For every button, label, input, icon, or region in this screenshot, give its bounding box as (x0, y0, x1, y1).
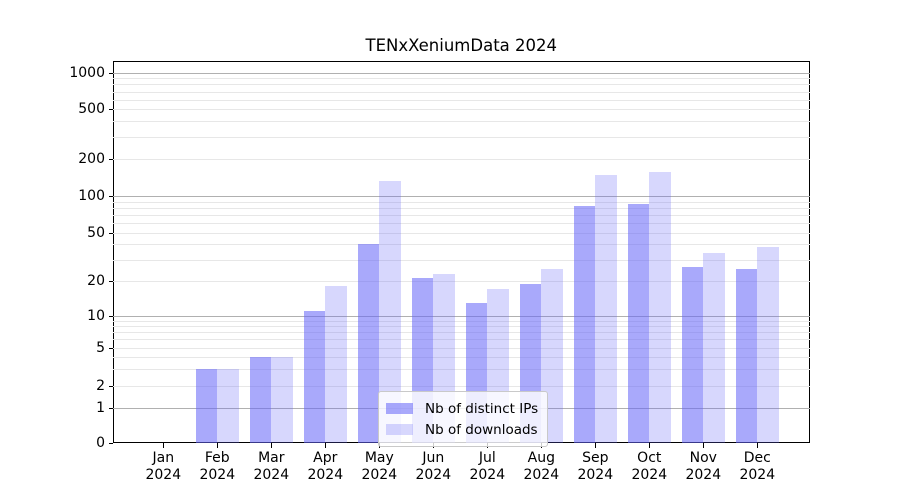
x-tick-label: Jul 2024 (469, 450, 506, 484)
minor-gridline (113, 137, 810, 139)
legend-swatch-downloads (386, 424, 413, 435)
bar-downloads-may (379, 180, 401, 444)
y-tick-mark (108, 159, 113, 161)
bar-distinct-ips-mar (249, 357, 272, 444)
y-tick-label: 50 (87, 224, 105, 241)
major-gridline (113, 196, 810, 197)
legend-label-downloads: Nb of downloads (425, 421, 538, 438)
minor-gridline (113, 78, 810, 80)
bar-downloads-nov (703, 253, 725, 444)
y-tick-label: 500 (78, 101, 105, 118)
y-tick-mark (108, 347, 113, 349)
legend-label-distinct-ips: Nb of distinct IPs (425, 400, 539, 417)
bar-downloads-sep (595, 174, 617, 444)
x-tick-label: Aug 2024 (523, 450, 560, 484)
y-tick-mark (108, 316, 113, 317)
minor-gridline (113, 232, 810, 234)
minor-gridline (113, 259, 810, 261)
y-tick-mark (108, 407, 113, 409)
bar-distinct-ips-nov (681, 267, 704, 444)
y-tick-label: 200 (78, 151, 105, 168)
minor-gridline (113, 320, 810, 322)
x-tick-label: Dec 2024 (739, 450, 776, 484)
y-tick-mark (108, 196, 113, 197)
major-gridline (113, 72, 810, 74)
bar-downloads-mar (271, 357, 293, 444)
x-tick-mark (649, 443, 651, 448)
bar-distinct-ips-sep (573, 205, 596, 444)
x-tick-label: Feb 2024 (199, 450, 236, 484)
x-tick-mark (271, 443, 273, 448)
y-tick-mark (108, 281, 113, 282)
x-tick-label: Sep 2024 (577, 450, 614, 484)
x-tick-mark (595, 443, 597, 448)
bar-distinct-ips-may (357, 244, 380, 444)
y-tick-label: 10 (87, 308, 105, 324)
x-tick-label: Oct 2024 (631, 450, 668, 484)
x-tick-label: Mar 2024 (253, 450, 290, 484)
y-tick-label: 5 (96, 339, 105, 356)
bar-distinct-ips-oct (627, 203, 650, 444)
legend-item-distinct-ips: Nb of distinct IPs (386, 398, 538, 419)
bar-distinct-ips-feb (195, 369, 218, 444)
minor-gridline (113, 281, 810, 282)
minor-gridline (113, 339, 810, 341)
y-tick-mark (108, 386, 113, 387)
legend-item-downloads: Nb of downloads (386, 419, 538, 440)
minor-gridline (113, 369, 810, 371)
bar-downloads-dec (757, 247, 779, 444)
y-tick-label: 1 (96, 399, 105, 416)
legend-swatch-distinct-ips (386, 403, 413, 414)
legend: Nb of distinct IPs Nb of downloads (378, 391, 549, 447)
x-tick-mark (703, 443, 705, 448)
minor-gridline (113, 159, 810, 161)
minor-gridline (113, 201, 810, 203)
bar-distinct-ips-dec (735, 269, 758, 444)
major-gridline (113, 316, 810, 317)
chart-title: TENxXeniumData 2024 (365, 36, 558, 55)
minor-gridline (113, 326, 810, 328)
y-tick-label: 1000 (69, 64, 105, 81)
minor-gridline (113, 84, 810, 86)
minor-gridline (113, 207, 810, 209)
x-tick-mark (325, 443, 327, 448)
y-tick-label: 20 (87, 273, 105, 289)
minor-gridline (113, 386, 810, 387)
bar-distinct-ips-apr (303, 311, 326, 444)
y-tick-mark (108, 232, 113, 234)
bar-downloads-feb (217, 369, 239, 444)
minor-gridline (113, 357, 810, 359)
minor-gridline (113, 99, 810, 101)
y-tick-mark (108, 72, 113, 74)
x-tick-label: Jan 2024 (145, 450, 182, 484)
y-tick-label: 100 (78, 188, 105, 204)
minor-gridline (113, 332, 810, 334)
bar-downloads-oct (649, 172, 671, 444)
y-tick-label: 2 (96, 378, 105, 394)
minor-gridline (113, 223, 810, 225)
bar-downloads-apr (325, 286, 347, 444)
x-tick-mark (217, 443, 219, 448)
x-tick-mark (163, 443, 165, 448)
y-tick-label: 0 (96, 435, 105, 452)
minor-gridline (113, 347, 810, 349)
x-tick-label: Jun 2024 (415, 450, 452, 484)
minor-gridline (113, 91, 810, 93)
minor-gridline (113, 109, 810, 111)
minor-gridline (113, 121, 810, 123)
x-tick-label: May 2024 (361, 450, 398, 484)
x-tick-mark (757, 443, 759, 448)
x-tick-label: Apr 2024 (307, 450, 344, 484)
minor-gridline (113, 244, 810, 246)
y-tick-mark (108, 109, 113, 111)
minor-gridline (113, 214, 810, 216)
y-tick-mark (108, 443, 113, 445)
x-tick-label: Nov 2024 (685, 450, 722, 484)
